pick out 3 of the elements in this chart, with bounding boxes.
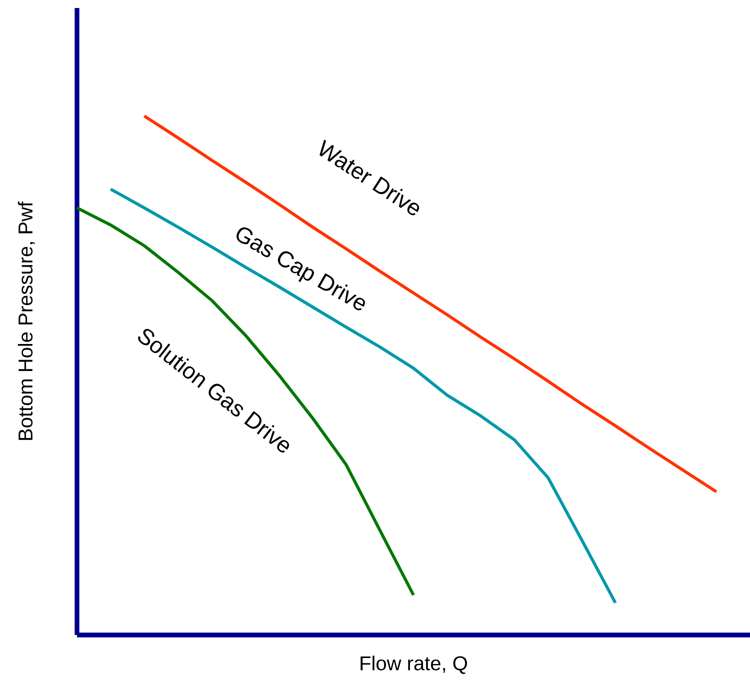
text: Gas Cap Drive [236, 227, 366, 310]
x-axis-title: Flow rate, Q [360, 656, 467, 674]
y-axis-title: Bottom Hole Pressure, Pwf [18, 201, 35, 440]
